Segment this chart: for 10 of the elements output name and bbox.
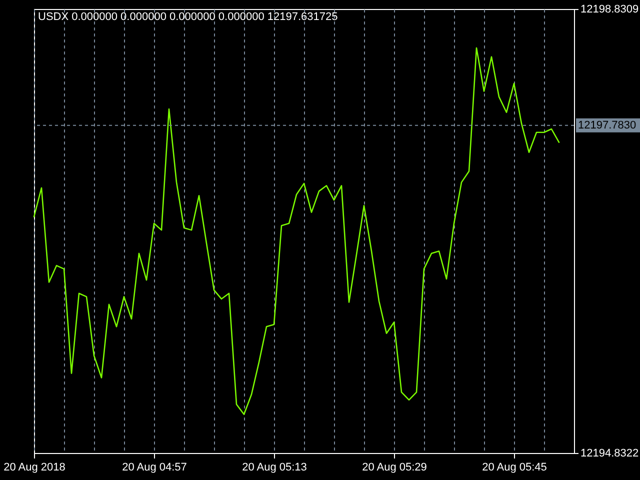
x-tick-label: 20 Aug 05:13 <box>242 462 307 474</box>
chart-title: USDX 0.000000 0.000000 0.000000 0.000000 12197.631725 <box>38 11 338 23</box>
x-tick-label: 20 Aug 05:45 <box>482 462 547 474</box>
y-tick-label: 12194.8322 <box>580 448 639 460</box>
x-tick-label: 20 Aug 2018 <box>4 462 66 474</box>
y-tick-label: 12198.8309 <box>580 4 639 16</box>
ref-line-label: 12197.7830 <box>578 119 636 132</box>
x-tick-label: 20 Aug 04:57 <box>122 462 187 474</box>
x-tick-label: 20 Aug 05:29 <box>362 462 427 474</box>
line-series <box>33 47 560 416</box>
